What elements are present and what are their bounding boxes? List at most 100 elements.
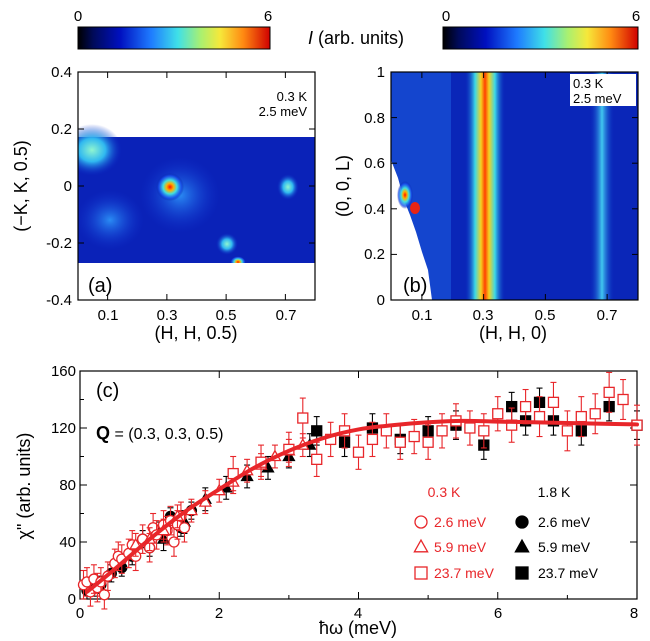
panel-b-xtick-0.7: 0.7 (597, 307, 618, 324)
colorbar-label-unit: (arb. units) (313, 28, 404, 48)
point-0p3-k-23p7-mev (366, 433, 379, 446)
panel-b-ytick-1: 1 (377, 64, 385, 81)
point-0p3-k-23p7-mev (603, 386, 615, 399)
panel-a-yticklabels: -0.4 -0.2 0 0.2 0.4 (46, 64, 72, 309)
panel-c-yticklabels: 0 40 80 120 160 (51, 363, 76, 608)
panel-c-ytick-120: 120 (51, 420, 76, 437)
legend-right-title: 1.8 K (538, 484, 571, 500)
panel-b-ytick-0.6: 0.6 (364, 155, 385, 172)
panel-a-ticks (78, 71, 315, 301)
panel-c-ylabel: χ" (arb. units) (14, 433, 34, 540)
panel-a-peak-main (156, 173, 184, 201)
panel-a-tag: (a) (88, 275, 112, 297)
panel-b-ytick-0.4: 0.4 (364, 201, 385, 218)
colorbar-right-gradient (442, 26, 639, 50)
point-0p3-k-23p7-mev (352, 446, 365, 458)
panel-c-ytick-80: 80 (59, 477, 76, 494)
legend-left-entry-1: 5.9 meV (434, 539, 487, 555)
colorbar-label: I (arb. units) (308, 28, 404, 48)
panel-b-rod-right (590, 72, 614, 300)
point-0p3-k-23p7-mev (617, 393, 629, 406)
point-0p3-k-23p7-mev (311, 453, 323, 466)
legend-markers (413, 515, 530, 580)
panel-b: 0.3 K 2.5 meV (b) (H, H, 0) (0, 0, L) 0.… (333, 64, 639, 343)
panel-b-xlabel: (H, H, 0) (479, 323, 547, 343)
point-0p3-k-23p7-mev (519, 400, 532, 413)
legend-left-entry-0: 2.6 meV (434, 514, 487, 530)
panel-a-xtick-0.7: 0.7 (276, 307, 297, 324)
point-0p3-k-23p7-mev (394, 436, 406, 448)
panel-b-edge-feature (397, 181, 413, 209)
point-0p3-k-2p6-mev (178, 522, 191, 534)
legend-marker-filled-circle (515, 515, 529, 529)
panel-b-ytick-0.8: 0.8 (364, 110, 385, 127)
panel-b-rod-main (465, 72, 505, 300)
panel-a-peak-lower (216, 233, 238, 255)
panel-c-legend: 0.3 K 1.8 K 2.6 meV 5.9 meV 23.7 meV 2.6… (413, 484, 599, 581)
legend-marker-filled-square (515, 566, 529, 580)
panel-a-ytick-0: 0 (64, 178, 72, 195)
panel-b-edge-spot (410, 202, 420, 214)
panel-b-xticklabels: 0.1 0.3 0.5 0.7 (412, 307, 618, 324)
panel-a-heatmap (78, 124, 315, 300)
colorbar-right-min: 0 (442, 8, 450, 25)
point-0p3-k-23p7-mev (492, 408, 504, 420)
panel-c-q-label: Q = (0.3, 0.3, 0.5) (96, 423, 223, 443)
colorbar-left-max: 6 (264, 8, 272, 25)
panel-c-xlabel: ħω (meV) (319, 618, 397, 638)
legend-left-title: 0.3 K (428, 484, 461, 500)
point-0p3-k-23p7-mev (547, 396, 560, 409)
legend-marker-open-triangle (413, 538, 429, 553)
panel-c-ytick-160: 160 (51, 363, 76, 380)
panel-b-xtick-0.3: 0.3 (473, 307, 494, 324)
panel-c-ytick-40: 40 (59, 534, 76, 551)
panel-c-marks (77, 371, 643, 610)
fit-curve (84, 418, 639, 594)
panel-c-ytick-0: 0 (68, 591, 76, 608)
colorbar-left-min: 0 (74, 8, 82, 25)
point-0p3-k-23p7-mev (408, 430, 420, 443)
panel-a: 0.3 K 2.5 meV (a) (H, H, 0.5) (−K, K, 0.… (11, 64, 316, 343)
panel-b-ylabel: (0, 0, L) (333, 155, 353, 217)
panel-a-peak-edge (78, 124, 122, 176)
legend-marker-open-circle (414, 515, 428, 529)
point-0p3-k-23p7-mev (561, 425, 574, 437)
panel-b-ytick-0.2: 0.2 (364, 246, 385, 263)
legend-right-entry-1: 5.9 meV (538, 539, 591, 555)
panel-a-ylabel: (−K, K, 0.5) (11, 140, 31, 232)
panel-b-tag: (b) (403, 275, 427, 297)
panel-a-diffuse (78, 190, 144, 250)
panel-a-xlabel: (H, H, 0.5) (154, 323, 237, 343)
panel-a-ytick--0.2: -0.2 (46, 235, 72, 252)
point-0p3-k-23p7-mev (478, 425, 490, 437)
point-0p3-k-23p7-mev (422, 436, 434, 448)
point-0p3-k-23p7-mev (589, 408, 601, 420)
point-1p8-k-23p7-mev (311, 425, 323, 437)
panel-c-xtick-6: 6 (494, 605, 502, 622)
panel-a-xtick-0.5: 0.5 (216, 307, 237, 324)
legend-marker-open-square (414, 566, 428, 580)
point-0p3-k-23p7-mev (464, 422, 476, 434)
colorbar-label-symbol: I (308, 28, 313, 48)
panel-a-ytick-0.4: 0.4 (51, 64, 72, 81)
panel-a-ytick-0.2: 0.2 (51, 121, 72, 138)
legend-left-entry-2: 23.7 meV (434, 565, 495, 581)
colorbar-left: 0 6 (74, 8, 272, 50)
colorbar-right-max: 6 (632, 8, 640, 25)
panel-b-xtick-0.5: 0.5 (535, 307, 556, 324)
legend-marker-filled-triangle (514, 538, 530, 553)
colorbar-right: 0 6 (442, 8, 640, 50)
point-0p3-k-23p7-mev (297, 412, 309, 424)
panel-c-q-value: = (0.3, 0.3, 0.5) (110, 426, 223, 443)
panel-b-yticklabels: 0 0.2 0.4 0.6 0.8 1 (364, 64, 385, 309)
panel-a-xtick-0.3: 0.3 (157, 307, 178, 324)
panel-a-peak-right (277, 174, 299, 200)
panel-c-ticks (79, 370, 638, 600)
point-0p3-k-23p7-mev (575, 410, 587, 423)
panel-a-ytick--0.4: -0.4 (46, 292, 72, 309)
panel-c-xtick-2: 2 (215, 605, 223, 622)
point-0p3-k-23p7-mev (533, 410, 546, 423)
colorbar-left-gradient (77, 26, 271, 50)
panel-c-xtick-0: 0 (76, 605, 84, 622)
